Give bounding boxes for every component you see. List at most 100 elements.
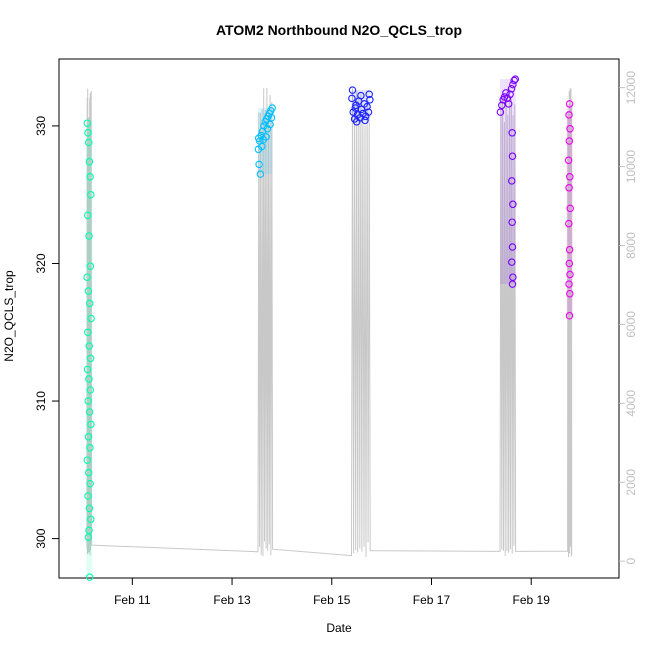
data-point	[268, 104, 276, 112]
data-point	[83, 273, 91, 281]
data-point	[566, 124, 574, 133]
data-point	[565, 311, 574, 320]
data-point	[564, 156, 573, 165]
x-tick-label: Feb 13	[213, 593, 251, 607]
data-point	[267, 113, 276, 122]
altitude-layer	[86, 87, 573, 558]
y2-tick-label: 4000	[624, 390, 638, 417]
data-point	[87, 190, 95, 199]
series-band	[351, 90, 371, 122]
data-point	[85, 342, 93, 350]
y2-tick-label: 10000	[624, 150, 638, 184]
data-point	[85, 375, 93, 383]
data-point	[508, 280, 517, 288]
y2-tick-label: 12000	[624, 71, 638, 105]
altitude-line	[86, 87, 573, 558]
x-tick-label: Feb 17	[413, 593, 451, 607]
y2-tick-label: 2000	[624, 469, 638, 496]
y-tick-label: 310	[34, 391, 48, 411]
data-point	[84, 533, 93, 541]
data-point	[496, 108, 505, 116]
data-point	[366, 96, 374, 104]
data-point	[507, 85, 516, 93]
data-point	[262, 133, 270, 141]
data-point	[84, 129, 92, 137]
y-tick-label: 330	[34, 116, 48, 136]
data-point	[357, 91, 365, 100]
data-point	[566, 173, 574, 181]
data-point	[86, 354, 95, 363]
data-point	[565, 259, 574, 268]
data-point	[85, 157, 94, 166]
axes-layer: Feb 11 Feb 13 Feb 15 Feb 17 Feb 19 300 310 320 3…	[34, 71, 638, 607]
data-point	[566, 204, 574, 213]
data-point	[565, 184, 573, 192]
data-point	[509, 200, 517, 209]
data-point	[84, 433, 93, 441]
data-point	[85, 232, 93, 240]
data-point	[84, 287, 93, 295]
x-axis-label: Date	[326, 621, 352, 635]
data-point	[86, 444, 94, 452]
data-point	[86, 479, 94, 488]
data-point	[566, 289, 574, 298]
data-point	[85, 573, 94, 581]
data-point	[565, 137, 574, 145]
y2-tick-label: 8000	[624, 232, 638, 259]
data-point	[565, 245, 574, 254]
data-point	[511, 75, 520, 83]
x-tick-label: Feb 19	[513, 593, 551, 607]
data-point	[348, 94, 356, 103]
data-point	[508, 177, 516, 185]
y2-tick-label: 0	[624, 558, 638, 565]
data-point	[83, 211, 92, 220]
y-tick-label: 300	[34, 528, 48, 548]
data-point	[364, 108, 373, 116]
data-point	[84, 328, 92, 337]
data-point	[255, 160, 263, 169]
data-point	[86, 173, 94, 181]
data-point	[508, 129, 516, 137]
data-point	[508, 258, 516, 266]
data-point	[85, 408, 94, 416]
data-point	[254, 134, 263, 143]
data-point	[361, 116, 369, 125]
data-point	[498, 101, 506, 110]
data-point	[83, 365, 92, 374]
data-point	[565, 219, 573, 228]
data-point	[352, 118, 361, 126]
data-point	[85, 504, 94, 513]
data-point	[86, 262, 95, 270]
data-point	[85, 299, 94, 308]
data-point	[256, 170, 265, 178]
plot-frame	[58, 58, 620, 579]
y2-tick-label: 6000	[624, 311, 638, 338]
data-point	[508, 152, 517, 160]
y-tick-label: 320	[34, 253, 48, 273]
data-point	[508, 218, 516, 226]
data-point	[565, 280, 573, 288]
data-point	[86, 386, 95, 394]
data-point	[510, 76, 518, 85]
data-point	[351, 104, 360, 112]
chart-title: ATOM2 Northbound N2O_QCLS_trop	[216, 22, 462, 38]
series-band	[500, 79, 516, 285]
data-point	[87, 420, 95, 429]
data-point	[565, 100, 574, 108]
data-point	[508, 243, 517, 251]
data-point	[84, 492, 92, 500]
data-point	[266, 120, 274, 129]
data-point	[84, 468, 93, 477]
data-point	[565, 111, 573, 119]
data-point	[83, 456, 92, 464]
data-point	[365, 90, 373, 99]
series-band	[566, 103, 573, 316]
data-point	[87, 314, 95, 323]
data-point	[363, 102, 371, 111]
data-point	[502, 89, 510, 97]
series-band	[258, 108, 273, 174]
data-point	[504, 100, 513, 108]
data-point	[84, 138, 93, 147]
